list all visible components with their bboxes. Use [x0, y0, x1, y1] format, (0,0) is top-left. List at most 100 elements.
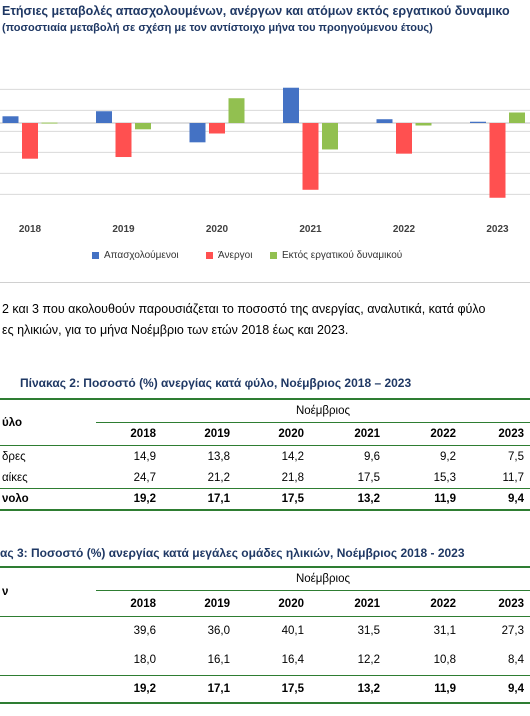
- table3-year-header: 2021: [304, 590, 380, 617]
- table2-year-header: 2018: [96, 422, 156, 446]
- chart-bottom-border: [0, 282, 530, 283]
- table-cell: 7,5: [508, 450, 524, 463]
- bar-2021-series-2: [322, 123, 338, 150]
- row-label: [0, 676, 96, 704]
- table-cell: 19,2: [133, 493, 156, 505]
- bar-2019-series-0: [96, 111, 112, 123]
- x-tick-label: 2022: [393, 224, 416, 235]
- bar-2019-series-2: [135, 123, 151, 130]
- bar-2021-series-0: [283, 87, 299, 123]
- legend-item-unemployed: Άνεργοι: [206, 250, 252, 261]
- table-row: αίκες 24,7 21,2 21,8 17,5 15,3 11,7: [0, 467, 530, 489]
- table-cell: 21,8: [281, 471, 304, 484]
- x-tick-label: 2021: [299, 224, 322, 235]
- x-tick-label: 2020: [206, 224, 229, 235]
- bar-chart: 2018 2019 2020 2021 2022 2023: [0, 87, 530, 235]
- bar-2018-series-0: [2, 116, 19, 123]
- bar-2018-series-1: [22, 123, 38, 159]
- table-row-total: 19,2 17,1 17,5 13,2 11,9 9,4: [0, 676, 530, 704]
- table3-title: ας 3: Ποσοστό (%) ανεργίας κατά μεγάλες …: [0, 546, 465, 560]
- table2-group-header: Νοέμβριος: [295, 405, 351, 417]
- bar-2023-series-2: [509, 112, 525, 123]
- table-cell: 9,6: [364, 450, 380, 463]
- row-label: δρες: [2, 450, 26, 463]
- table-row-total: νολο 19,2 17,1 17,5 13,2 11,9 9,4: [0, 489, 530, 510]
- table-cell: 17,5: [281, 683, 304, 695]
- bar-2020-series-2: [228, 98, 245, 123]
- table-row: 18,0 16,1 16,4 12,2 10,8 8,4: [0, 645, 530, 676]
- table3-row-header: ν: [2, 586, 9, 598]
- legend-swatch-green: [270, 252, 277, 259]
- table3-year-header: 2019: [156, 590, 230, 617]
- table-cell: 10,8: [433, 654, 456, 666]
- table-cell: 21,2: [207, 471, 230, 484]
- table-cell: 11,9: [434, 493, 456, 505]
- table2-year-header: 2023: [456, 422, 530, 446]
- table-cell: 17,5: [357, 471, 380, 484]
- table-cell: 39,6: [133, 625, 156, 637]
- legend-label: Εκτός εργατικού δυναμικού: [282, 250, 403, 261]
- table-cell: 9,2: [440, 450, 456, 463]
- table-cell: 13,8: [207, 450, 230, 463]
- table2-year-header: 2020: [230, 422, 304, 446]
- bar-2022-series-2: [415, 123, 432, 126]
- legend-label: Απασχολούμενοι: [104, 250, 179, 261]
- row-label: αίκες: [2, 471, 28, 484]
- table-cell: 18,0: [133, 654, 156, 666]
- x-tick-label: 2019: [112, 224, 135, 235]
- table-cell: 11,7: [502, 471, 524, 484]
- table-cell: 16,4: [281, 654, 304, 666]
- legend-item-inactive: Εκτός εργατικού δυναμικού: [270, 250, 402, 261]
- table-cell: 13,2: [357, 683, 380, 695]
- bar-2019-series-1: [115, 123, 132, 158]
- table-cell: 14,9: [133, 450, 156, 463]
- table3-year-header: 2018: [96, 590, 156, 617]
- table-cell: 19,2: [133, 683, 156, 695]
- table-row: 39,6 36,0 40,1 31,5 31,1 27,3: [0, 617, 530, 646]
- table3: ν Νοέμβριος 2018 2019 2020 2021 2022 202…: [0, 566, 530, 704]
- legend-swatch-red: [206, 252, 213, 259]
- legend-item-employed: Απασχολούμενοι: [92, 250, 179, 261]
- bar-2023-series-0: [470, 121, 486, 123]
- table2-year-header: 2022: [380, 422, 456, 446]
- table2: ύλο Νοέμβριος 2018 2019 2020 2021 2022 2…: [0, 398, 530, 511]
- table-cell: 16,1: [207, 654, 230, 666]
- bar-2021-series-1: [302, 123, 319, 190]
- table-cell: 13,2: [357, 493, 380, 505]
- table-row: δρες 14,9 13,8 14,2 9,6 9,2 7,5: [0, 446, 530, 468]
- table-cell: 14,2: [281, 450, 304, 463]
- table-cell: 17,1: [207, 493, 230, 505]
- legend-swatch-blue: [92, 252, 99, 259]
- paragraph-line-1: 2 και 3 που ακολουθούν παρουσιάζεται το …: [2, 302, 486, 316]
- table-cell: 17,5: [281, 493, 304, 505]
- table3-year-header: 2020: [230, 590, 304, 617]
- bar-2018-series-2: [41, 122, 58, 124]
- x-tick-label: 2023: [486, 224, 509, 235]
- table-cell: 36,0: [207, 625, 230, 637]
- row-label: [0, 617, 96, 646]
- table-cell: 24,7: [133, 471, 156, 484]
- table3-year-header: 2022: [380, 590, 456, 617]
- table-cell: 40,1: [281, 625, 304, 637]
- table-cell: 15,3: [433, 471, 456, 484]
- chart-subtitle: (ποσοστιαία μεταβολή σε σχέση με τον αντ…: [2, 22, 433, 34]
- bar-2020-series-1: [209, 123, 225, 134]
- table-cell: 12,2: [357, 654, 380, 666]
- row-label: νολο: [2, 493, 29, 505]
- bar-2022-series-0: [376, 119, 393, 123]
- table-cell: 8,4: [508, 654, 524, 666]
- paragraph-line-2: ες ηλικιών, για το μήνα Νοέμβριο των ετώ…: [2, 323, 349, 337]
- x-tick-label: 2018: [19, 224, 42, 235]
- table2-title: Πίνακας 2: Ποσοστό (%) ανεργίας κατά φύλ…: [20, 376, 412, 390]
- row-label: [0, 645, 96, 676]
- table-cell: 17,1: [207, 683, 230, 695]
- table2-year-header: 2021: [304, 422, 380, 446]
- table-cell: 31,1: [433, 625, 456, 637]
- bar-2020-series-0: [189, 123, 206, 143]
- table2-year-header: 2019: [156, 422, 230, 446]
- bar-2023-series-1: [489, 123, 506, 198]
- bar-2022-series-1: [396, 123, 412, 154]
- table-cell: 31,5: [357, 625, 380, 637]
- table-cell: 11,9: [434, 683, 456, 695]
- chart-title: Ετήσιες μεταβολές απασχολουμένων, ανέργω…: [2, 4, 510, 18]
